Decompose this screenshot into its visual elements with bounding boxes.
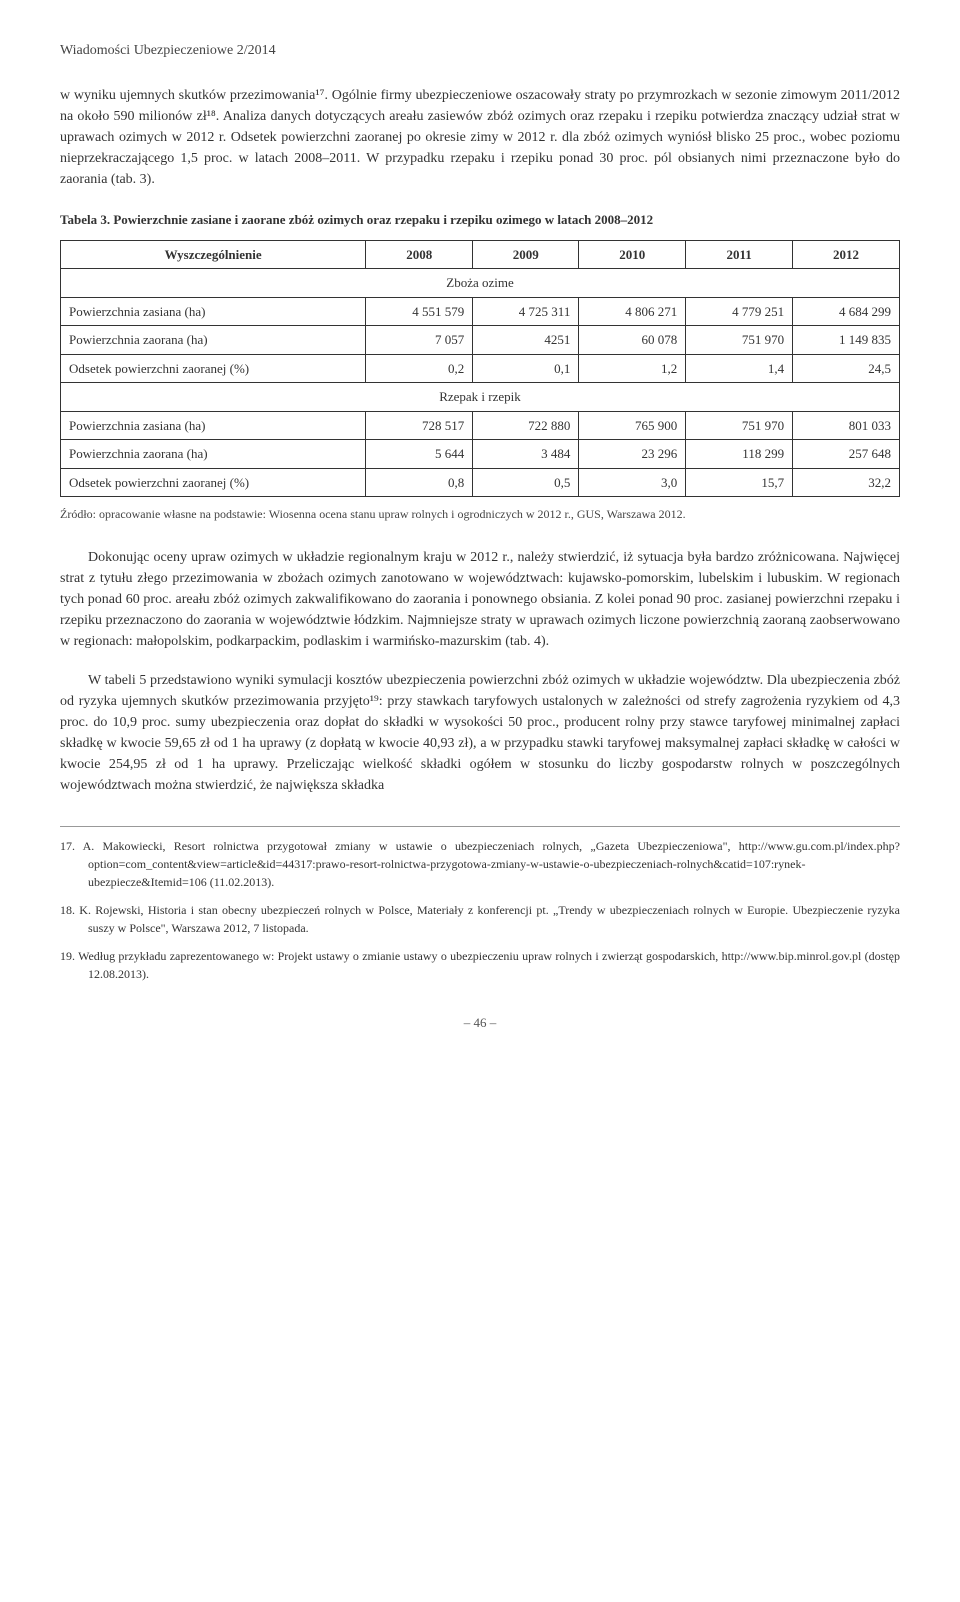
row-label: Powierzchnia zasiana (ha) (61, 297, 366, 326)
cell: 60 078 (579, 326, 686, 355)
footnotes-section: 17. A. Makowiecki, Resort rolnictwa przy… (60, 826, 900, 983)
cell: 1 149 835 (793, 326, 900, 355)
cell: 801 033 (793, 411, 900, 440)
cell: 4 684 299 (793, 297, 900, 326)
col-header-year: 2011 (686, 240, 793, 269)
table-row: Odsetek powierzchni zaoranej (%) 0,2 0,1… (61, 354, 900, 383)
row-label: Powierzchnia zaorana (ha) (61, 440, 366, 469)
col-header-year: 2010 (579, 240, 686, 269)
cell: 257 648 (793, 440, 900, 469)
table-row: Powierzchnia zaorana (ha) 7 057 4251 60 … (61, 326, 900, 355)
col-header-label: Wyszczególnienie (61, 240, 366, 269)
cell: 728 517 (366, 411, 473, 440)
cell: 3 484 (473, 440, 579, 469)
section-row-zboza: Zboża ozime (61, 269, 900, 298)
data-table: Wyszczególnienie 2008 2009 2010 2011 201… (60, 240, 900, 498)
col-header-year: 2009 (473, 240, 579, 269)
col-header-year: 2008 (366, 240, 473, 269)
cell: 4 806 271 (579, 297, 686, 326)
journal-header: Wiadomości Ubezpieczeniowe 2/2014 (60, 40, 900, 61)
cell: 4251 (473, 326, 579, 355)
table-header-row: Wyszczególnienie 2008 2009 2010 2011 201… (61, 240, 900, 269)
table-row: Powierzchnia zasiana (ha) 728 517 722 88… (61, 411, 900, 440)
cell: 23 296 (579, 440, 686, 469)
row-label: Powierzchnia zaorana (ha) (61, 326, 366, 355)
section-label: Rzepak i rzepik (61, 383, 900, 412)
paragraph-3: W tabeli 5 przedstawiono wyniki symulacj… (60, 670, 900, 796)
table-source: Źródło: opracowanie własne na podstawie:… (60, 505, 900, 523)
cell: 1,2 (579, 354, 686, 383)
cell: 751 970 (686, 411, 793, 440)
row-label: Odsetek powierzchni zaoranej (%) (61, 354, 366, 383)
table-caption: Tabela 3. Powierzchnie zasiane i zaorane… (60, 210, 900, 230)
section-row-rzepak: Rzepak i rzepik (61, 383, 900, 412)
table-row: Powierzchnia zaorana (ha) 5 644 3 484 23… (61, 440, 900, 469)
paragraph-2: Dokonując oceny upraw ozimych w układzie… (60, 547, 900, 652)
section-label: Zboża ozime (61, 269, 900, 298)
cell: 0,8 (366, 468, 473, 497)
cell: 3,0 (579, 468, 686, 497)
cell: 118 299 (686, 440, 793, 469)
row-label: Powierzchnia zasiana (ha) (61, 411, 366, 440)
cell: 5 644 (366, 440, 473, 469)
cell: 32,2 (793, 468, 900, 497)
footnote-18: 18. K. Rojewski, Historia i stan obecny … (60, 901, 900, 937)
cell: 1,4 (686, 354, 793, 383)
cell: 4 779 251 (686, 297, 793, 326)
page-number: – 46 – (60, 1013, 900, 1033)
footnote-17: 17. A. Makowiecki, Resort rolnictwa przy… (60, 837, 900, 891)
cell: 15,7 (686, 468, 793, 497)
cell: 0,5 (473, 468, 579, 497)
table-row: Odsetek powierzchni zaoranej (%) 0,8 0,5… (61, 468, 900, 497)
row-label: Odsetek powierzchni zaoranej (%) (61, 468, 366, 497)
table-row: Powierzchnia zasiana (ha) 4 551 579 4 72… (61, 297, 900, 326)
cell: 24,5 (793, 354, 900, 383)
cell: 0,1 (473, 354, 579, 383)
col-header-year: 2012 (793, 240, 900, 269)
footnote-19: 19. Według przykładu zaprezentowanego w:… (60, 947, 900, 983)
paragraph-1: w wyniku ujemnych skutków przezimowania¹… (60, 85, 900, 190)
cell: 7 057 (366, 326, 473, 355)
cell: 4 551 579 (366, 297, 473, 326)
cell: 0,2 (366, 354, 473, 383)
cell: 751 970 (686, 326, 793, 355)
cell: 722 880 (473, 411, 579, 440)
cell: 765 900 (579, 411, 686, 440)
cell: 4 725 311 (473, 297, 579, 326)
